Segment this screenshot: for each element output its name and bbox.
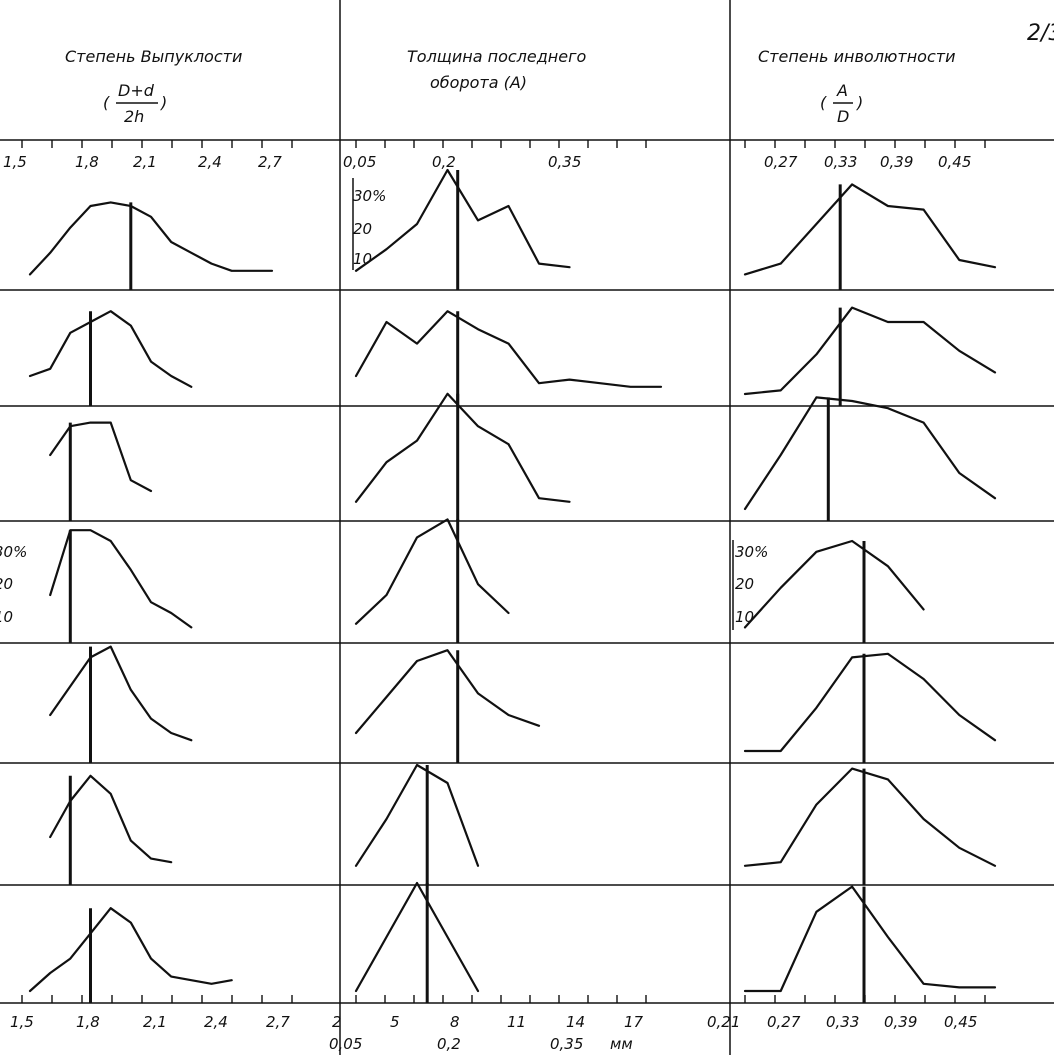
col2-formula-open: (: [820, 93, 827, 112]
col0-formula-num: D+d: [118, 81, 155, 100]
bottom-tick: 0,05: [329, 1035, 362, 1053]
curve-panel2-row2: [743, 396, 997, 511]
bottom-tick: 0,2: [437, 1035, 461, 1053]
col0-formula-den: 2h: [124, 107, 144, 126]
curve-panel0-row1: [28, 310, 193, 388]
y-scale-label: 20: [735, 575, 754, 593]
curve-panel2-row5: [743, 767, 997, 867]
top-tick: 0,05: [343, 153, 376, 171]
col2-title: Степень инволютности: [758, 47, 955, 66]
curve-panel1-row1: [354, 310, 663, 388]
curve-panel2-row4: [743, 652, 997, 753]
col2-formula-den: D: [837, 107, 849, 126]
col1-title-line2: оборота (А): [430, 73, 527, 92]
curve-panel1-row4: [354, 649, 541, 735]
top-tick: 1,5: [3, 153, 27, 171]
curve-panel1-row2: [354, 392, 571, 503]
bottom-unit: мм: [610, 1035, 633, 1053]
y-scale-label: 10: [0, 608, 13, 626]
bottom-tick: 0,21: [707, 1013, 740, 1031]
bottom-tick: 14: [566, 1013, 585, 1031]
bottom-tick: 5: [390, 1013, 400, 1031]
top-tick: 1,8: [75, 153, 99, 171]
y-scale-label: 30%: [353, 187, 386, 205]
y-scale-label: 30%: [735, 543, 768, 561]
curve-panel1-row6: [354, 881, 480, 993]
curve-panel1-row3: [354, 518, 510, 625]
y-scale-label: 30%: [0, 543, 27, 561]
top-tick: 0,2: [432, 153, 456, 171]
curve-panel2-row1: [743, 306, 997, 396]
col0-title: Степень Выпуклости: [65, 47, 242, 66]
bottom-tick: 17: [624, 1013, 644, 1031]
curve-panel2-row0: [743, 183, 997, 276]
bottom-tick: 11: [507, 1013, 526, 1031]
curve-panel0-row6: [28, 907, 233, 993]
corner-mark: 2/3: [1027, 21, 1054, 46]
top-tick: 2,4: [198, 153, 222, 171]
top-tick: 0,39: [880, 153, 913, 171]
bottom-tick: 0,39: [884, 1013, 917, 1031]
bottom-tick: 1,8: [76, 1013, 100, 1031]
distribution-curves: [28, 168, 997, 1003]
bottom-tick: 0,33: [826, 1013, 859, 1031]
col2-formula-close: ): [856, 93, 863, 112]
tick-marks: [21, 140, 986, 1003]
curve-panel0-row5: [49, 774, 173, 864]
curve-panel0-row0: [28, 201, 274, 276]
top-tick: 0,33: [824, 153, 857, 171]
top-tick: 2,1: [133, 153, 157, 171]
top-tick-labels: 1,5 1,8 2,1 2,4 2,7 0,05 0,2 0,35 0,27 0…: [3, 153, 971, 171]
y-scale-labels: 30% 20 10 30% 20 10 30% 20 10: [0, 178, 768, 630]
bottom-tick: 0,35: [550, 1035, 583, 1053]
col0-formula-close: ): [160, 93, 167, 112]
curve-panel0-row3: [49, 529, 193, 629]
bottom-tick: 2,1: [143, 1013, 167, 1031]
curve-panel0-row4: [49, 645, 193, 742]
bottom-tick: 0,27: [767, 1013, 801, 1031]
bottom-tick: 1,5: [10, 1013, 34, 1031]
y-scale-label: 20: [353, 220, 372, 238]
top-tick: 0,27: [764, 153, 798, 171]
curve-panel1-row0: [354, 168, 571, 272]
top-tick: 0,45: [938, 153, 971, 171]
bottom-tick: 2: [332, 1013, 342, 1031]
y-scale-label: 10: [735, 608, 754, 626]
curve-panel2-row6: [743, 885, 997, 993]
top-tick: 0,35: [548, 153, 581, 171]
bottom-tick: 8: [450, 1013, 460, 1031]
col2-formula-num: A: [836, 81, 848, 100]
bottom-tick: 0,45: [944, 1013, 977, 1031]
curve-panel0-row2: [49, 421, 153, 493]
bottom-tick: 2,4: [204, 1013, 228, 1031]
bottom-tick: 2,7: [266, 1013, 290, 1031]
top-tick: 2,7: [258, 153, 282, 171]
bottom-tick-labels: 1,5 1,8 2,1 2,4 2,7 2 5 8 11 14 17 0,05 …: [10, 1013, 977, 1053]
curve-panel2-row3: [743, 539, 925, 629]
y-scale-label: 20: [0, 575, 13, 593]
column-headers: Степень Выпуклости ( D+d 2h ) Толщина по…: [65, 21, 1054, 126]
col0-formula-open: (: [103, 93, 110, 112]
col1-title-line1: Толщина последнего: [407, 47, 587, 66]
curve-panel1-row5: [354, 763, 480, 867]
